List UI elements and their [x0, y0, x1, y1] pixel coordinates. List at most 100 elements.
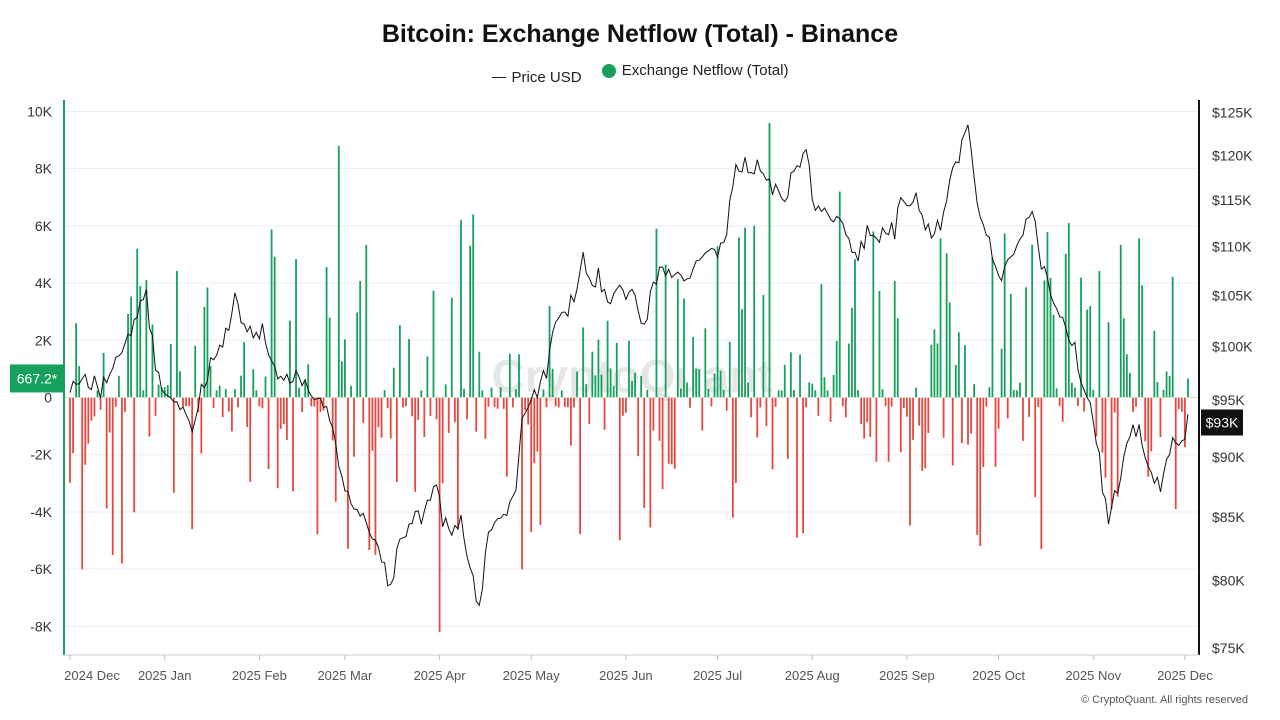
netflow-bar — [881, 389, 884, 398]
netflow-bar — [1040, 397, 1043, 550]
netflow-bar — [612, 385, 615, 398]
x-tick-label: 2025 Sep — [879, 668, 935, 683]
netflow-bar — [893, 281, 896, 398]
netflow-bar — [157, 384, 160, 398]
netflow-bar — [673, 397, 676, 469]
netflow-bar — [863, 397, 866, 439]
netflow-bar — [475, 397, 478, 432]
netflow-bar — [505, 397, 508, 477]
left-tick-label: 4K — [35, 275, 53, 291]
netflow-bar — [603, 397, 606, 430]
netflow-bar — [121, 397, 123, 564]
netflow-bar — [108, 397, 111, 433]
netflow-bar — [1165, 371, 1168, 398]
netflow-bar — [105, 397, 108, 509]
netflow-bar — [704, 328, 707, 398]
netflow-bar — [683, 298, 685, 398]
netflow-bar — [374, 397, 377, 555]
netflow-bar — [606, 320, 609, 398]
netflow-bar — [570, 397, 572, 446]
netflow-bar — [951, 397, 954, 466]
netflow-bar — [783, 364, 786, 398]
netflow-bar — [224, 389, 227, 398]
netflow-bar — [1183, 397, 1186, 448]
netflow-bar — [432, 290, 435, 398]
netflow-bar — [191, 397, 194, 530]
legend-item-price[interactable]: Price USD — [491, 69, 582, 86]
netflow-bar — [771, 397, 774, 470]
netflow-bar — [426, 356, 429, 398]
netflow-bar — [365, 244, 368, 398]
price-badge-bg — [1201, 409, 1243, 436]
x-tick-label: 2025 Aug — [785, 668, 840, 683]
netflow-bar — [976, 397, 979, 535]
netflow-bar — [884, 397, 887, 407]
netflow-bar — [667, 397, 670, 464]
netflow-bar — [1171, 276, 1174, 398]
netflow-bar — [188, 397, 191, 407]
netflow-bar — [844, 397, 847, 418]
netflow-bar — [588, 397, 591, 424]
netflow-bar — [780, 390, 783, 398]
netflow-bar — [212, 397, 215, 409]
price-last-badge: $93K — [1201, 409, 1243, 436]
netflow-bar — [566, 397, 569, 408]
x-tick-label: 2025 Mar — [317, 668, 373, 683]
netflow-bar — [1049, 277, 1052, 398]
netflow-bar — [1132, 397, 1134, 412]
netflow-bar — [814, 390, 817, 398]
netflow-bar — [1015, 390, 1018, 398]
netflow-bar — [997, 397, 1000, 429]
netflow-bar — [835, 341, 838, 398]
netflow-bar — [1092, 389, 1095, 398]
netflow-last-badge: 667.2* — [10, 364, 64, 393]
netflow-bar — [353, 397, 355, 457]
netflow-bar — [215, 390, 218, 398]
netflow-bar — [78, 365, 81, 398]
netflow-bar — [716, 246, 719, 398]
netflow-bar — [499, 387, 502, 398]
netflow-bar — [447, 397, 450, 433]
right-tick-label: $120K — [1212, 147, 1253, 163]
right-tick-label: $115K — [1212, 192, 1252, 208]
netflow-bar — [313, 397, 316, 407]
legend-item-netflow[interactable]: Exchange Netflow (Total) — [601, 62, 788, 79]
netflow-bar — [496, 397, 499, 409]
netflow-bar — [1086, 309, 1089, 398]
netflow-bar — [411, 397, 414, 417]
legend-dot-swatch — [601, 63, 616, 78]
netflow-bar — [765, 397, 768, 426]
x-tick-label: 2025 Nov — [1065, 668, 1121, 683]
netflow-bar — [609, 368, 612, 398]
netflow-bar — [1098, 270, 1101, 398]
left-tick-label: -8K — [30, 618, 52, 634]
netflow-bar — [377, 397, 380, 427]
netflow-bar — [854, 259, 856, 398]
netflow-bar — [1058, 397, 1061, 407]
netflow-bar — [768, 122, 771, 398]
netflow-badge-bg — [10, 364, 64, 393]
netflow-bar — [93, 397, 96, 417]
netflow-bar — [1034, 397, 1037, 498]
netflow-bar — [133, 397, 136, 513]
netflow-bar — [179, 371, 181, 398]
netflow-bar — [435, 397, 438, 420]
netflow-bar — [1009, 293, 1012, 398]
netflow-bar — [478, 351, 481, 398]
netflow-bar — [866, 397, 869, 423]
netflow-bar — [502, 397, 505, 409]
netflow-bar — [1107, 322, 1110, 398]
netflow-bar — [640, 375, 643, 398]
x-tick-label: 2025 Jun — [599, 668, 653, 683]
netflow-bar — [148, 397, 151, 437]
netflow-bar — [325, 266, 328, 398]
netflow-bar — [927, 397, 930, 433]
netflow-bar — [420, 390, 423, 398]
netflow-bar — [1141, 285, 1144, 398]
netflow-bar — [527, 397, 530, 425]
netflow-bar — [512, 397, 514, 408]
netflow-bar — [1064, 253, 1067, 398]
netflow-bar — [579, 397, 582, 535]
netflow-bar — [948, 302, 951, 398]
